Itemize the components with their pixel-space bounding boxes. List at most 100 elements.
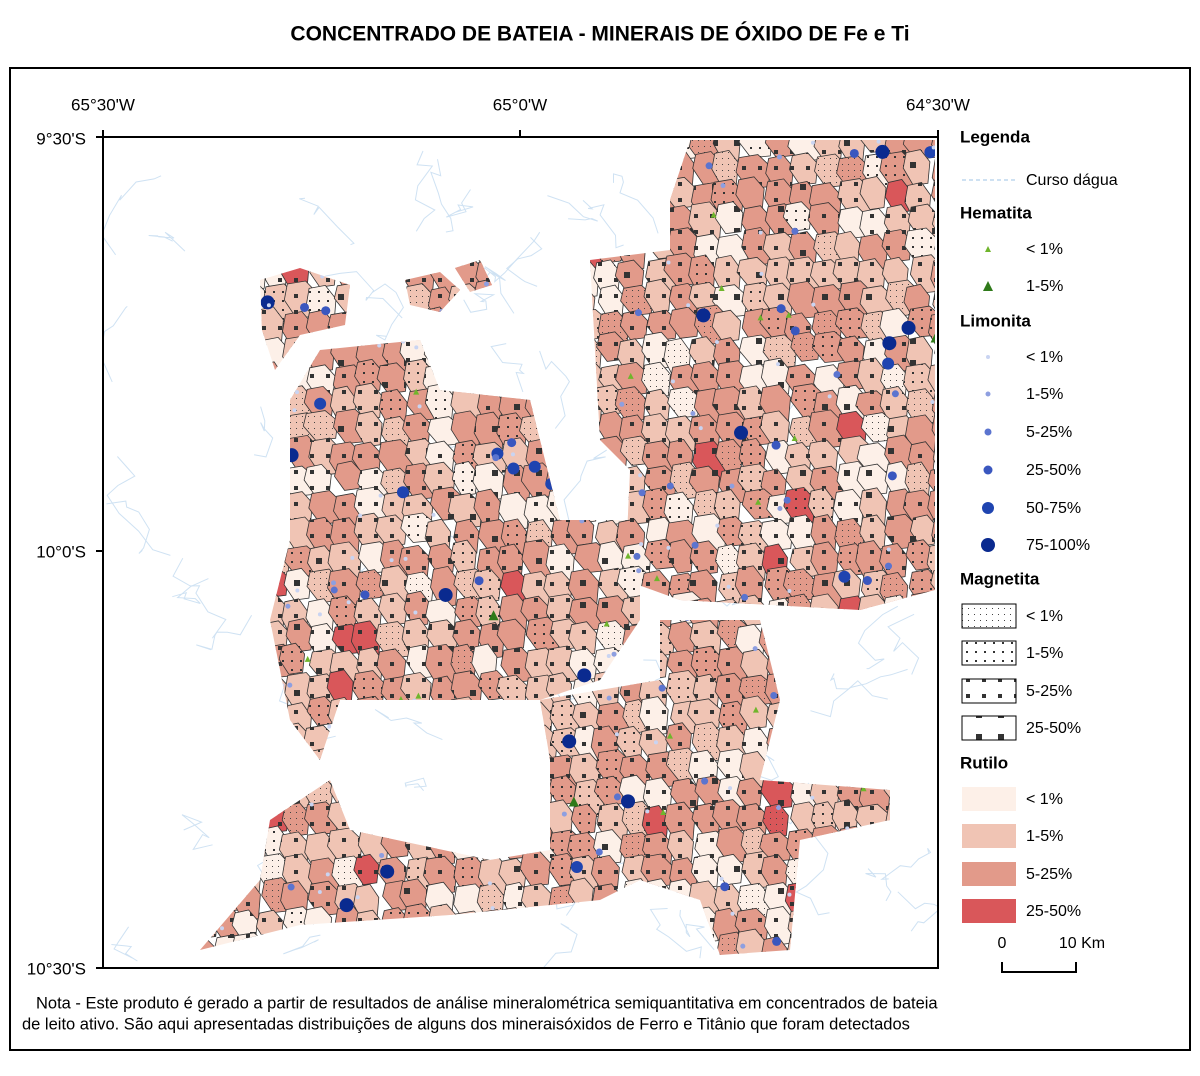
basin-pattern (881, 832, 910, 869)
basin-pattern (855, 956, 886, 994)
basin-pattern (788, 909, 821, 948)
limonita-point (759, 231, 763, 235)
basin (502, 359, 533, 400)
basin-pattern (355, 910, 383, 948)
basin (784, 748, 812, 785)
stream (485, 267, 514, 314)
limonita-point (605, 476, 610, 481)
basin (238, 413, 265, 446)
basin (401, 958, 432, 992)
basin-pattern (259, 779, 286, 816)
basin (186, 598, 214, 631)
basin (232, 674, 258, 711)
basin (879, 851, 906, 886)
basin (187, 154, 222, 188)
limonita-point (380, 865, 394, 879)
lon-label: 65°30'W (71, 95, 135, 114)
legend-label: < 1% (1026, 608, 1063, 625)
basin (211, 520, 246, 554)
basin (475, 831, 501, 863)
limonita-point (390, 558, 394, 562)
limonita-point (793, 697, 798, 702)
basin (213, 671, 239, 703)
basin-pattern (381, 908, 407, 938)
scale-label: 10 Km (1059, 935, 1105, 952)
limonita-point (619, 402, 624, 407)
basin (664, 909, 694, 944)
limonita-point (463, 824, 472, 833)
limonita-point (875, 145, 889, 159)
basin-pattern (186, 905, 218, 938)
basin-pattern (355, 696, 387, 733)
limonita-point (295, 588, 299, 592)
hematita-point (258, 262, 264, 268)
lat-label: 10°0'S (36, 542, 86, 561)
basin (237, 463, 268, 500)
map-area (99, 123, 969, 1005)
basin-pattern (328, 125, 355, 160)
basin-pattern (477, 128, 505, 158)
basin (497, 181, 531, 216)
basin (548, 233, 575, 263)
limonita-point (841, 757, 846, 762)
basin (428, 175, 458, 214)
basin (235, 958, 265, 999)
legend-symbol (982, 502, 994, 514)
basin (355, 805, 381, 837)
basin (260, 469, 290, 503)
limonita-point (368, 758, 372, 762)
basin-pattern (595, 175, 624, 207)
limonita-point (529, 461, 541, 473)
limonita-point (331, 580, 336, 585)
basin-pattern (256, 701, 287, 736)
basin-pattern (909, 726, 938, 760)
basin-pattern (761, 774, 794, 809)
limonita-point (450, 836, 454, 840)
basin (570, 127, 602, 167)
basin (259, 127, 289, 166)
limonita-point (635, 309, 642, 316)
stream (254, 407, 273, 457)
limonita-point (905, 929, 910, 934)
basin-pattern (335, 205, 366, 235)
basin-pattern (187, 721, 217, 757)
basin (860, 910, 885, 940)
basin (855, 931, 881, 964)
basin (475, 202, 504, 233)
basin-pattern (788, 932, 816, 968)
limonita-point (471, 175, 476, 180)
limonita-point (226, 504, 230, 508)
hematita-point (527, 178, 537, 188)
basin-pattern (524, 336, 551, 376)
limonita-point (779, 693, 786, 700)
basin-pattern (309, 748, 338, 785)
basin-pattern (231, 385, 265, 422)
basin-pattern (499, 204, 528, 244)
limonita-point (295, 390, 299, 394)
basin (231, 338, 266, 370)
basin (279, 755, 310, 788)
basin (813, 857, 841, 889)
basin (233, 517, 262, 554)
basin-pattern (808, 907, 838, 947)
limonita-point (817, 653, 822, 658)
basin (185, 127, 217, 162)
basin (855, 956, 886, 994)
basin-pattern (377, 955, 403, 989)
basin-pattern (616, 956, 651, 992)
basin-pattern (453, 128, 479, 158)
limonita-point (228, 444, 237, 453)
basin-pattern (186, 598, 214, 631)
limonita-point (268, 527, 272, 531)
basin-pattern (790, 702, 822, 735)
basin-pattern (424, 307, 449, 336)
limonita-point (261, 295, 275, 309)
limonita-point (417, 835, 426, 844)
basin (616, 956, 651, 992)
limonita-point (772, 441, 781, 450)
limonita-point (715, 524, 719, 528)
limonita-point (446, 787, 455, 796)
basin-pattern (475, 729, 505, 762)
basin-pattern (783, 671, 809, 704)
basin (214, 539, 240, 573)
